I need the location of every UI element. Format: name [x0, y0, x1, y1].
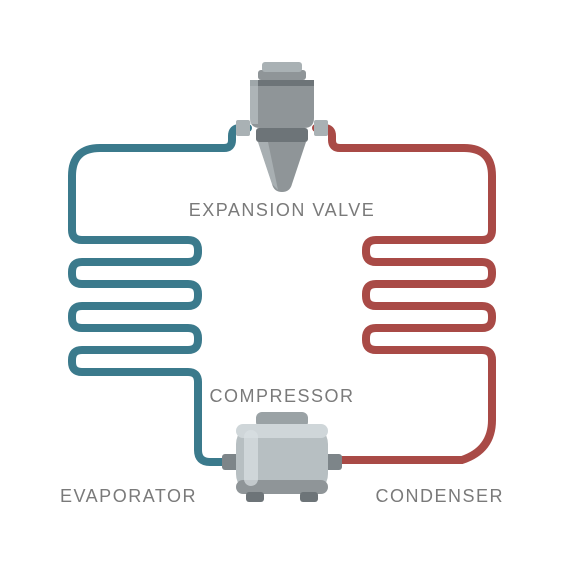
hot-pipe — [316, 128, 492, 462]
condenser-label: CONDENSER — [375, 486, 504, 506]
compressor-icon — [222, 412, 342, 502]
evaporator-label: EVAPORATOR — [60, 486, 197, 506]
refrigeration-cycle-diagram: EXPANSION VALVE COMPRESSOR EVAPORATOR CO… — [0, 0, 564, 576]
cold-pipe — [72, 128, 248, 462]
expansion-valve-icon — [236, 62, 328, 192]
expansion-valve-label: EXPANSION VALVE — [189, 200, 376, 220]
compressor-label: COMPRESSOR — [209, 386, 354, 406]
